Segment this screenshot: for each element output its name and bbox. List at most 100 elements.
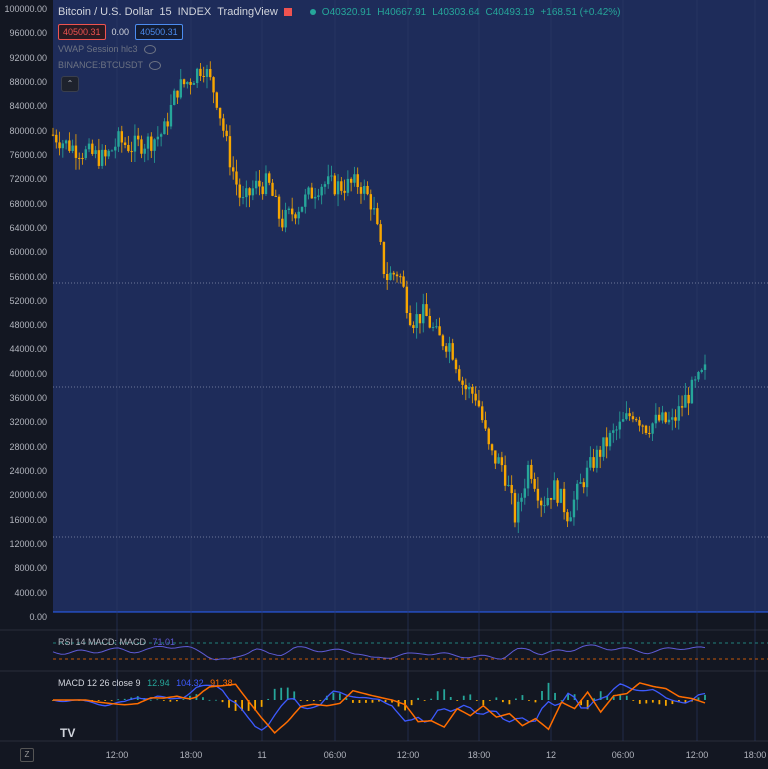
macd-histogram-bar [358, 700, 361, 703]
price-tick-label: 12000.00 [9, 539, 47, 550]
price-tick-label: 36000.00 [9, 393, 47, 404]
price-tick-label: 44000.00 [9, 344, 47, 355]
macd-legend[interactable]: MACD 12 26 close 9 12.94 104.32 91.38 [58, 678, 233, 688]
candle-body [392, 272, 395, 275]
candle-body [399, 276, 402, 278]
candle-body [192, 83, 196, 85]
candle-body [336, 181, 340, 195]
macd-histogram-bar [345, 698, 348, 700]
auto-scale-icon[interactable]: Z [20, 748, 34, 762]
time-tick-label: 12:00 [396, 750, 420, 760]
rsi-legend[interactable]: RSI 14 MACD: MACD 71.01 [58, 637, 175, 647]
time-tick-label: 12 [545, 750, 557, 760]
candle-body [222, 118, 225, 131]
candle-body [300, 206, 304, 212]
candle-body [648, 433, 651, 435]
indicator-vwap-row[interactable]: VWAP Session hlc3 [58, 44, 156, 54]
bid-ask-row: 40500.31 0.00 40500.31 [58, 24, 183, 40]
candle-body [51, 134, 55, 136]
rsi-label: RSI 14 MACD: MACD [58, 637, 147, 647]
symbol-legend: Bitcoin / U.S. Dollar 15 INDEX TradingVi… [58, 6, 621, 18]
flag-icon[interactable] [283, 8, 292, 16]
candle-body [323, 184, 327, 187]
candle-body [444, 346, 448, 352]
candle-body [523, 488, 526, 498]
macd-histogram-bar [338, 693, 341, 700]
candle-body [579, 482, 582, 484]
macd-histogram-bar [606, 695, 609, 700]
candle-body [382, 241, 386, 274]
price-tick-label: 72000.00 [9, 174, 47, 185]
collapse-legend-button[interactable]: ⌃ [61, 76, 79, 92]
macd-histogram-bar [475, 700, 478, 701]
candle-body [87, 143, 91, 150]
candle-body [592, 457, 595, 468]
macd-histogram-bar [462, 695, 465, 700]
candle-body [320, 186, 323, 196]
macd-histogram-bar [580, 700, 583, 706]
candle-body [186, 81, 189, 85]
price-tick-label: 64000.00 [9, 222, 47, 233]
candle-body [667, 419, 671, 423]
sell-price-button[interactable]: 40500.31 [58, 24, 106, 40]
candle-body [310, 187, 314, 199]
candle-body [661, 412, 664, 421]
candle-body [448, 343, 451, 352]
candle-body [553, 480, 556, 500]
symbol-title[interactable]: Bitcoin / U.S. Dollar [58, 6, 154, 18]
candle-body [605, 437, 608, 447]
candle-body [254, 180, 258, 189]
candle-body [608, 432, 612, 447]
price-tick-label: 60000.00 [9, 247, 47, 258]
candle-body [58, 142, 61, 149]
price-axis[interactable]: 100000.00 96000.00 92000.00 88000.00 84000.0… [0, 0, 53, 622]
candle-body [274, 195, 277, 197]
market-status-icon [309, 9, 316, 15]
time-tick-label: 18:00 [179, 750, 203, 760]
candle-body [156, 136, 160, 140]
candle-body [104, 149, 107, 157]
macd-histogram-bar [352, 700, 354, 703]
candle-body [389, 272, 392, 281]
macd-histogram-bar [547, 682, 550, 700]
candle-body [533, 478, 536, 489]
eye-hidden-icon[interactable] [149, 60, 162, 70]
candle-body [130, 151, 133, 153]
macd-histogram-bar [521, 695, 524, 700]
eye-hidden-icon[interactable] [143, 44, 156, 54]
price-tick-label: 52000.00 [9, 295, 47, 306]
candle-body [484, 420, 487, 429]
macd-histogram-bar [175, 700, 178, 702]
indicator-compare-row[interactable]: BINANCE:BTCUSDT [58, 60, 162, 70]
interval[interactable]: 15 [159, 6, 172, 18]
macd-line [52, 683, 706, 731]
candle-body [425, 304, 428, 316]
macd-histogram-bar [97, 700, 100, 701]
macd-histogram-bar [189, 695, 191, 700]
candle-body [261, 186, 264, 195]
macd-histogram-bar [495, 697, 498, 700]
tradingview-logo[interactable]: TV [60, 726, 76, 740]
candle-body [677, 406, 680, 421]
buy-price-button[interactable]: 40500.31 [135, 24, 183, 40]
time-tick-label: 11 [257, 750, 267, 760]
candle-body [644, 425, 648, 434]
candle-body [497, 457, 500, 464]
candle-body [494, 450, 497, 464]
candle-body [631, 416, 635, 420]
macd-histogram [52, 682, 706, 711]
price-tick-label: 68000.00 [9, 198, 47, 209]
candle-body [179, 79, 182, 98]
candle-body [140, 139, 143, 154]
candle-body [543, 505, 546, 507]
candle-body [159, 134, 163, 137]
candle-body [84, 149, 87, 159]
price-tick-label: 40000.00 [9, 368, 47, 379]
candle-body [569, 517, 572, 522]
macd-histogram-bar [664, 700, 667, 706]
candle-body [576, 483, 579, 500]
macd-histogram-bar [651, 700, 654, 703]
macd-histogram-bar [586, 700, 589, 710]
candle-body [241, 197, 245, 199]
